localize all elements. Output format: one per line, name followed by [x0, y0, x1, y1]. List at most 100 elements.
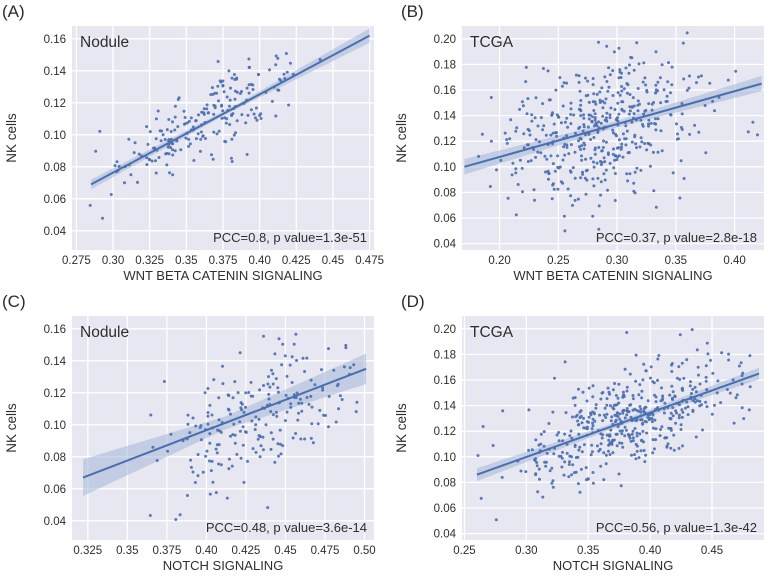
y-tick-label: 0.18 [434, 59, 456, 71]
y-tick-label: 0.08 [44, 162, 66, 174]
x-tick-label: 0.35 [577, 545, 599, 557]
y-tick-label: 0.20 [434, 34, 456, 46]
pcc-annotation: PCC=0.48, p value=3.6e-14 [206, 520, 367, 535]
y-tick-label: 0.12 [44, 98, 66, 110]
x-tick-label: 0.50 [353, 545, 375, 557]
y-tick-label: 0.10 [44, 420, 66, 432]
x-axis-label: WNT BETA CATENIN SIGNALING [123, 268, 322, 283]
x-tick-label: 0.425 [282, 255, 311, 267]
x-axis-label: NOTCH SIGNALING [553, 558, 674, 573]
y-tick-label: 0.14 [44, 356, 67, 368]
y-tick-label: 0.16 [44, 34, 66, 46]
panel-a: (A) 0.275 0.30 0.325 0.35 0.375 0.40 0.425 0.45… [0, 0, 390, 290]
panel-d-plot: 0.25 0.30 0.35 0.40 0.45 0.04 0.06 0.08 0.10 0.12… [390, 290, 780, 580]
y-tick-label: 0.16 [434, 85, 456, 97]
x-tick-label: 0.30 [606, 255, 628, 267]
x-tick-label: 0.25 [547, 255, 569, 267]
y-tick-label: 0.06 [44, 194, 66, 206]
y-tick-label: 0.08 [434, 477, 456, 489]
x-tick-label: 0.35 [665, 255, 687, 267]
y-tick-label: 0.04 [44, 516, 67, 528]
panel-title: TCGA [470, 34, 514, 51]
x-tick-label: 0.35 [116, 545, 138, 557]
y-tick-label: 0.08 [434, 187, 456, 199]
x-axis-label: WNT BETA CATENIN SIGNALING [513, 268, 712, 283]
confidence-band [83, 353, 367, 496]
x-tick-label: 0.475 [355, 255, 384, 267]
pcc-annotation: PCC=0.8, p value=1.3e-51 [213, 230, 367, 245]
y-tick-label: 0.20 [434, 324, 456, 336]
y-tick-label: 0.14 [434, 111, 457, 123]
scatter-points [148, 332, 359, 521]
panel-b-plot: 0.20 0.25 0.30 0.35 0.40 0.04 0.06 0.08 0.10 0.12… [390, 0, 780, 290]
y-tick-label: 0.14 [44, 66, 67, 78]
x-tick-label: 0.45 [274, 545, 296, 557]
pcc-annotation: PCC=0.56, p value=1.3e-42 [596, 520, 757, 535]
panel-d-letter: (D) [401, 292, 425, 311]
panel-a-letter: (A) [2, 2, 25, 21]
panel-c-plot: 0.325 0.35 0.375 0.40 0.425 0.45 0.475 0.50 0.04… [0, 290, 390, 580]
y-tick-label: 0.06 [44, 484, 66, 496]
x-tick-label: 0.40 [723, 255, 745, 267]
panel-c: (C) 0.325 0.35 0.375 0.40 0.425 0.45 0.475 0.50… [0, 290, 390, 581]
y-tick-label: 0.12 [434, 136, 456, 148]
scatter-points [477, 31, 759, 233]
x-tick-label: 0.40 [639, 545, 661, 557]
x-tick-label: 0.375 [209, 255, 238, 267]
y-tick-label: 0.18 [434, 349, 456, 361]
y-tick-label: 0.10 [434, 452, 456, 464]
scatter-plot-svg: 0.275 0.30 0.325 0.35 0.375 0.40 0.425 0.45 0.47… [4, 26, 384, 283]
regression-line [464, 82, 762, 168]
x-tick-label: 0.45 [322, 255, 344, 267]
panel-b-letter: (B) [401, 2, 424, 21]
y-tick-label: 0.12 [434, 426, 456, 438]
x-tick-label: 0.30 [515, 545, 537, 557]
x-tick-label: 0.425 [232, 545, 261, 557]
y-tick-label: 0.06 [434, 213, 456, 225]
scatter-points [476, 328, 752, 522]
x-axis-label: NOTCH SIGNALING [163, 558, 284, 573]
x-tick-label: 0.45 [701, 545, 723, 557]
y-tick-label: 0.04 [434, 529, 457, 541]
x-tick-label: 0.475 [311, 545, 340, 557]
y-axis-label: NK cells [4, 403, 19, 453]
x-tick-label: 0.325 [135, 255, 164, 267]
y-tick-label: 0.06 [434, 503, 456, 515]
panel-a-plot: 0.275 0.30 0.325 0.35 0.375 0.40 0.425 0.45 0.47… [0, 0, 390, 290]
y-tick-label: 0.12 [44, 388, 66, 400]
scatter-plot-svg: 0.20 0.25 0.30 0.35 0.40 0.04 0.06 0.08 0.10 0.12… [394, 26, 764, 283]
y-tick-label: 0.16 [44, 324, 66, 336]
plot-background [462, 26, 764, 250]
x-tick-label: 0.40 [195, 545, 217, 557]
panel-title: Nodule [80, 324, 129, 341]
panel-c-letter: (C) [2, 292, 26, 311]
x-tick-label: 0.375 [152, 545, 181, 557]
y-axis-label: NK cells [4, 113, 19, 163]
y-tick-label: 0.04 [44, 226, 67, 238]
panel-d: (D) 0.25 0.30 0.35 0.40 0.45 0.04 0.06 0.08 0.10… [390, 290, 780, 581]
x-tick-label: 0.275 [62, 255, 91, 267]
regression-line [82, 367, 367, 479]
y-tick-label: 0.16 [434, 375, 456, 387]
scatter-points [88, 52, 322, 220]
scatter-plot-svg: 0.25 0.30 0.35 0.40 0.45 0.04 0.06 0.08 0.10 0.12… [394, 316, 764, 573]
y-axis-label: NK cells [394, 403, 409, 453]
x-tick-label: 0.30 [102, 255, 124, 267]
y-tick-label: 0.14 [434, 401, 457, 413]
panel-title: TCGA [470, 324, 514, 341]
x-tick-label: 0.325 [73, 545, 102, 557]
y-tick-label: 0.04 [434, 239, 457, 251]
panel-b: (B) 0.20 0.25 0.30 0.35 0.40 0.04 0.06 0.08 0.10… [390, 0, 780, 290]
y-axis-label: NK cells [394, 113, 409, 163]
regression-line [476, 372, 760, 476]
pcc-annotation: PCC=0.37, p value=2.8e-18 [596, 230, 757, 245]
x-tick-label: 0.35 [175, 255, 197, 267]
confidence-band [91, 28, 370, 190]
regression-line [90, 34, 371, 186]
x-tick-label: 0.20 [488, 255, 510, 267]
scatter-plot-svg: 0.325 0.35 0.375 0.40 0.425 0.45 0.475 0.50 0.04… [4, 316, 376, 573]
x-tick-label: 0.25 [453, 545, 475, 557]
y-tick-label: 0.08 [44, 452, 66, 464]
x-tick-label: 0.40 [248, 255, 270, 267]
